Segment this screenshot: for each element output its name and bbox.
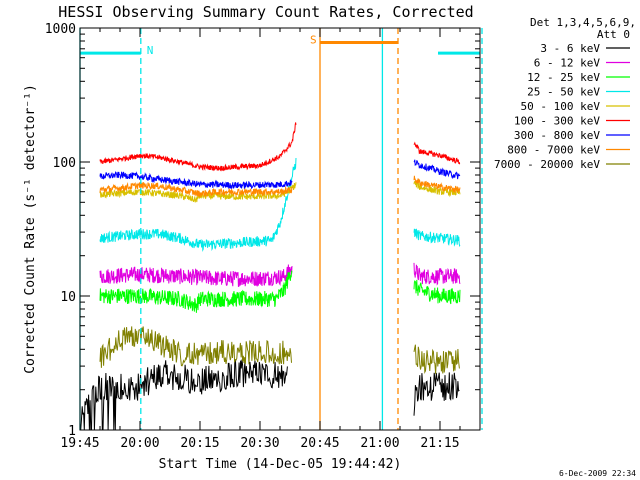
y-tick-label: 1000	[45, 22, 76, 37]
series-line-8-a	[99, 326, 292, 368]
legend-subtitle: Att 0	[597, 28, 630, 41]
x-tick-label: 21:00	[360, 436, 399, 451]
x-tick-label: 20:30	[240, 436, 279, 451]
series-line-3-b	[413, 228, 461, 247]
legend-entry-label: 6 - 12 keV	[534, 57, 601, 70]
x-axis-label: Start Time (14-Dec-05 19:44:42)	[159, 457, 402, 472]
legend-entry-label: 800 - 7000 keV	[507, 144, 600, 157]
series-line-6-a	[99, 171, 293, 190]
legend-entry-label: 50 - 100 keV	[521, 100, 601, 113]
x-tick-label: 20:45	[300, 436, 339, 451]
chart-title: HESSI Observing Summary Count Rates, Cor…	[58, 3, 473, 21]
series-line-1-b	[413, 262, 461, 286]
saa-label: S	[310, 33, 317, 46]
series-line-0-a	[79, 358, 288, 431]
y-axis-label: Corrected Count Rate (s⁻¹ detector⁻¹)	[23, 84, 38, 374]
series-line-7-a	[99, 181, 293, 198]
x-tick-label: 20:15	[180, 436, 219, 451]
x-tick-label: 21:15	[420, 436, 459, 451]
legend-title: Det 1,3,4,5,6,9,	[530, 16, 636, 29]
series-line-5-b	[413, 141, 461, 165]
series-line-8-b	[413, 344, 460, 374]
y-tick-label: 1	[68, 424, 76, 439]
legend-entry-label: 100 - 300 keV	[514, 115, 600, 128]
legend-entry-label: 300 - 800 keV	[514, 129, 600, 142]
series-line-6-b	[413, 159, 461, 180]
x-tick-label: 19:45	[60, 436, 99, 451]
series-line-2-b	[413, 279, 461, 305]
series-line-2-a	[99, 270, 293, 313]
series-line-3-a	[99, 157, 297, 253]
legend-entry-label: 7000 - 20000 keV	[494, 158, 600, 171]
plot-frame	[79, 27, 481, 431]
series-line-7-b	[413, 175, 461, 193]
series-line-1-a	[99, 264, 293, 288]
y-tick-label: 100	[53, 156, 76, 171]
series-line-4-b	[413, 180, 461, 198]
x-tick-label: 20:00	[120, 436, 159, 451]
series-line-0-b	[413, 372, 460, 416]
night-label: N	[147, 44, 154, 57]
legend-entry-label: 3 - 6 keV	[540, 42, 600, 55]
y-tick-label: 10	[60, 290, 76, 305]
series-line-5-a	[99, 122, 297, 172]
footer-date: 6-Dec-2009 22:34	[559, 469, 636, 478]
legend-entry-label: 12 - 25 keV	[527, 71, 600, 84]
legend-entry-label: 25 - 50 keV	[527, 86, 600, 99]
